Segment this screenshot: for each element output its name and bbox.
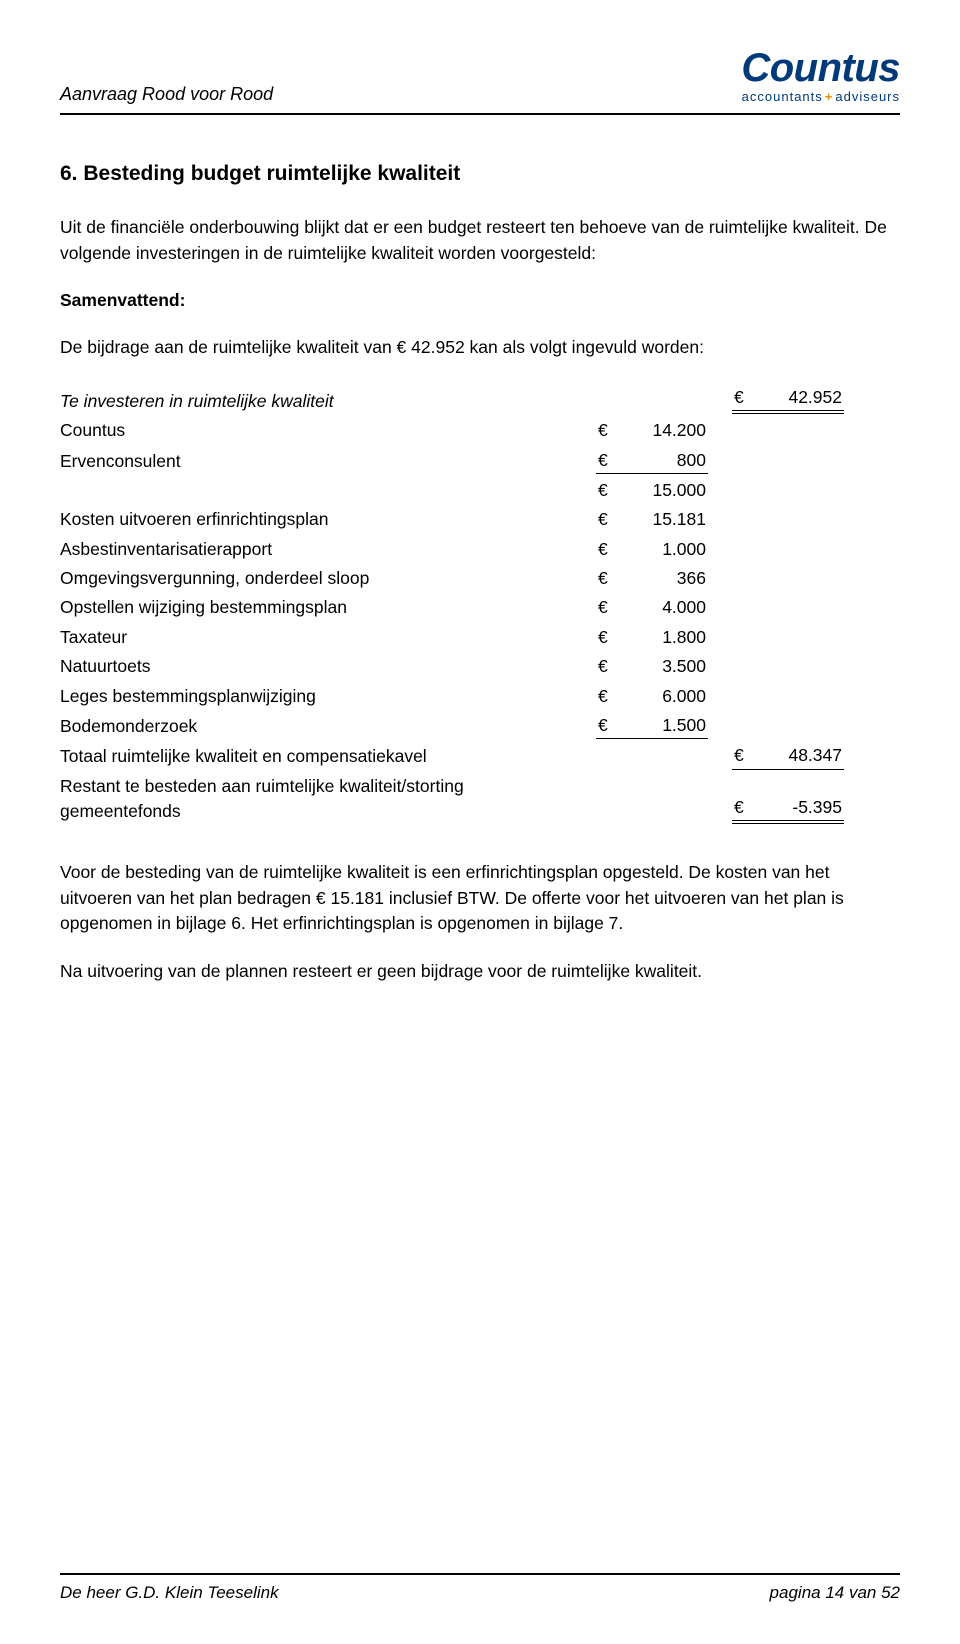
row-label: Te investeren in ruimtelijke kwaliteit [60,389,572,414]
intro-paragraph-2: De bijdrage aan de ruimtelijke kwaliteit… [60,335,900,360]
row-label: Taxateur [60,625,572,650]
row-label: Bodemonderzoek [60,714,572,739]
currency-symbol: € [596,507,608,532]
logo-tagline: accountants+adviseurs [742,88,900,107]
row-col2: €4.000 [596,595,708,620]
row-value: 366 [608,566,708,591]
row-label: Omgevingsvergunning, onderdeel sloop [60,566,572,591]
table-row: Restant te besteden aan ruimtelijke kwal… [60,772,900,827]
row-value: 48.347 [744,743,844,768]
currency-symbol: € [596,654,608,679]
table-row: Opstellen wijziging bestemmingsplan €4.00… [60,593,900,622]
footer-right: pagina 14 van 52 [770,1581,900,1606]
page-header: Aanvraag Rood voor Rood Countus accounta… [60,48,900,115]
section-heading: 6. Besteding budget ruimtelijke kwalitei… [60,159,900,189]
row-col3: €-5.395 [732,795,844,824]
row-value: 15.181 [608,507,708,532]
row-col2: €3.500 [596,654,708,679]
page: Aanvraag Rood voor Rood Countus accounta… [0,0,960,984]
row-col2: €15.000 [596,478,708,503]
intro-paragraph: Uit de financiële onderbouwing blijkt da… [60,215,900,266]
currency-symbol: € [596,566,608,591]
row-col2: €14.200 [596,418,708,443]
currency-symbol: € [732,743,744,768]
row-col2: €1.800 [596,625,708,650]
row-col2: €1.500 [596,713,708,739]
doc-running-title: Aanvraag Rood voor Rood [60,81,273,107]
row-col2: €800 [596,448,708,474]
currency-symbol: € [596,713,608,738]
row-label: Leges bestemmingsplanwijziging [60,684,572,709]
row-label: Countus [60,418,572,443]
closing-paragraph-1: Voor de besteding van de ruimtelijke kwa… [60,860,900,936]
footer-left: De heer G.D. Klein Teeselink [60,1581,279,1606]
row-col3: €42.952 [732,385,844,414]
table-row: Leges bestemmingsplanwijziging €6.000 [60,682,900,711]
page-footer: De heer G.D. Klein Teeselink pagina 14 v… [60,1573,900,1606]
logo-tag-a: accountants [742,89,823,104]
row-label: Restant te besteden aan ruimtelijke kwal… [60,774,572,825]
row-value: 14.200 [608,418,708,443]
row-col2: €366 [596,566,708,591]
table-row: Natuurtoets €3.500 [60,652,900,681]
currency-symbol: € [596,595,608,620]
currency-symbol: € [596,537,608,562]
row-value: 6.000 [608,684,708,709]
summary-label: Samenvattend: [60,288,900,313]
currency-symbol: € [596,448,608,473]
table-row: Asbestinventarisatierapport €1.000 [60,535,900,564]
table-row: Ervenconsulent €800 [60,446,900,476]
logo-wordmark: Countus [741,48,900,88]
row-col3: €48.347 [732,743,844,769]
row-value: 800 [608,448,708,473]
table-row: Kosten uitvoeren erfinrichtingsplan €15.1… [60,505,900,534]
row-label: Natuurtoets [60,654,572,679]
row-value: 4.000 [608,595,708,620]
table-row: €15.000 [60,476,900,505]
closing-paragraph-2: Na uitvoering van de plannen resteert er… [60,959,900,984]
table-row: Taxateur €1.800 [60,623,900,652]
currency-symbol: € [732,385,744,410]
table-row: Countus €14.200 [60,416,900,445]
logo-plus-icon: + [823,89,836,104]
row-value: 42.952 [744,385,844,410]
table-row: Bodemonderzoek €1.500 [60,711,900,741]
budget-table: Te investeren in ruimtelijke kwaliteit €4… [60,383,900,827]
row-label: Asbestinventarisatierapport [60,537,572,562]
row-label: Totaal ruimtelijke kwaliteit en compensa… [60,744,572,769]
currency-symbol: € [596,684,608,709]
currency-symbol: € [596,625,608,650]
currency-symbol: € [732,795,744,820]
row-col2: €15.181 [596,507,708,532]
row-col2: €6.000 [596,684,708,709]
row-label: Kosten uitvoeren erfinrichtingsplan [60,507,572,532]
table-row: Omgevingsvergunning, onderdeel sloop €366 [60,564,900,593]
row-col2: €1.000 [596,537,708,562]
table-row: Te investeren in ruimtelijke kwaliteit €4… [60,383,900,416]
row-value: 1.800 [608,625,708,650]
row-label: Ervenconsulent [60,449,572,474]
table-row: Totaal ruimtelijke kwaliteit en compensa… [60,741,900,771]
row-value: 15.000 [608,478,708,503]
row-value: -5.395 [744,795,844,820]
row-label: Opstellen wijziging bestemmingsplan [60,595,572,620]
row-value: 1.500 [608,713,708,738]
brand-logo: Countus accountants+adviseurs [741,48,900,107]
currency-symbol: € [596,418,608,443]
currency-symbol: € [596,478,608,503]
logo-tag-b: adviseurs [835,89,900,104]
row-value: 3.500 [608,654,708,679]
row-value: 1.000 [608,537,708,562]
